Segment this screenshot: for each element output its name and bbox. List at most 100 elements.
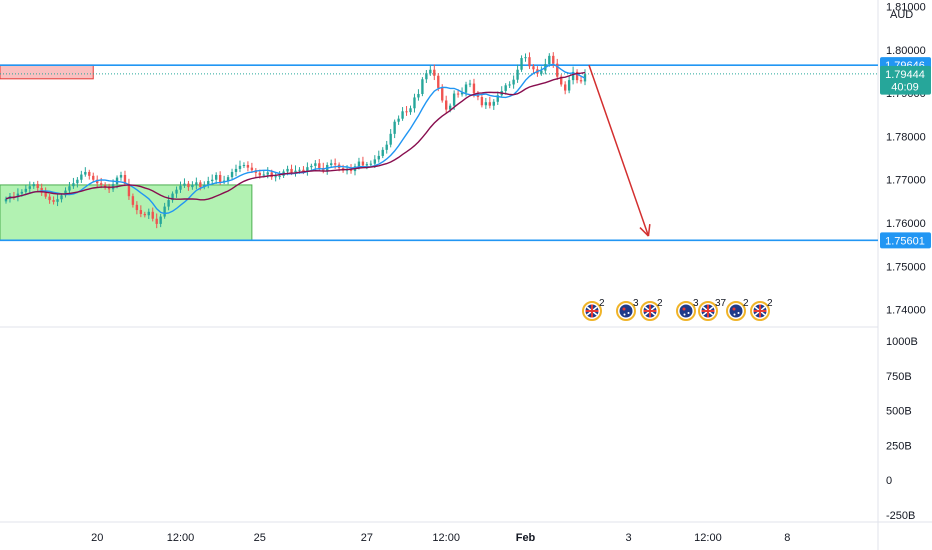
event-au-2[interactable]: 3 xyxy=(616,298,639,321)
event-count: 3 xyxy=(693,298,699,309)
candle-body xyxy=(139,210,143,214)
au-flag-icon xyxy=(619,304,633,318)
candle-body xyxy=(52,200,55,202)
candle-body xyxy=(131,196,135,205)
support-level-badge-text: 1.75601 xyxy=(885,235,925,247)
event-count: 37 xyxy=(715,298,727,309)
time-axis[interactable]: 20 12:00 25 27 12:00 Feb 3 12:00 8 xyxy=(91,532,790,544)
candle-body xyxy=(171,193,174,201)
arrow-head-2 xyxy=(639,227,649,237)
candle-body xyxy=(234,168,238,172)
candle-body xyxy=(365,164,369,166)
candle-body xyxy=(262,174,265,176)
candle-body xyxy=(20,191,24,194)
candle-body xyxy=(512,79,515,85)
candle-body xyxy=(32,184,35,187)
au-flag-union xyxy=(622,307,626,311)
volume-tick-label: 0 xyxy=(886,475,892,487)
candle-body xyxy=(290,168,293,173)
candle-body xyxy=(4,198,8,202)
candle-body xyxy=(456,93,460,95)
candle-body xyxy=(266,172,269,175)
event-uk-1[interactable]: 2 xyxy=(582,298,605,321)
event-uk-7[interactable]: 2 xyxy=(750,298,773,321)
event-uk-3[interactable]: 2 xyxy=(640,298,663,321)
candle-body xyxy=(278,175,281,177)
economic-events[interactable]: 2 3 2 3 37 2 2 xyxy=(582,298,773,321)
candle-body xyxy=(567,80,571,91)
price-axis[interactable]: 1.810001.800001.790001.780001.770001.760… xyxy=(886,1,926,522)
candle-body xyxy=(556,63,559,77)
candle-body xyxy=(425,73,428,80)
candle-body xyxy=(349,169,353,172)
volume-tick-label: 500B xyxy=(886,406,912,418)
candle-body xyxy=(143,213,146,216)
candle-body xyxy=(72,183,75,187)
candle-body xyxy=(270,172,273,178)
candle-body xyxy=(492,101,495,106)
candle-body xyxy=(238,165,242,169)
candle-body xyxy=(540,70,543,74)
candle-body xyxy=(250,167,254,171)
candle-body xyxy=(175,189,178,194)
candle-body xyxy=(286,168,289,172)
candle-body xyxy=(16,193,20,198)
event-count: 2 xyxy=(599,298,605,309)
event-au-4[interactable]: 3 xyxy=(676,298,699,321)
au-flag-star xyxy=(687,312,690,314)
candle-body xyxy=(330,163,333,166)
candle-body xyxy=(230,171,234,178)
au-flag-icon xyxy=(679,304,693,318)
candle-body xyxy=(107,187,111,190)
candle-body xyxy=(464,84,468,93)
candle-body xyxy=(36,184,39,188)
candles xyxy=(4,52,587,229)
candle-body xyxy=(242,165,246,167)
candle-body xyxy=(155,218,158,224)
time-tick-label: 12:00 xyxy=(167,532,195,544)
moving-averages xyxy=(5,63,586,215)
countdown-badge: 40:09 xyxy=(880,78,931,95)
au-flag-star xyxy=(733,313,736,316)
candle-body xyxy=(214,174,218,180)
levels xyxy=(0,64,878,242)
event-au-6[interactable]: 2 xyxy=(726,298,749,321)
candle-body xyxy=(575,71,579,81)
price-tick-label: 1.80000 xyxy=(886,45,926,57)
event-uk-5[interactable]: 37 xyxy=(698,298,727,321)
candle-body xyxy=(552,55,555,64)
candle-body xyxy=(480,97,484,106)
candle-body xyxy=(159,216,162,224)
candle-body xyxy=(258,172,261,176)
candle-body xyxy=(468,83,472,85)
candle-body xyxy=(488,102,492,106)
candle-body xyxy=(357,161,361,167)
candle-body xyxy=(448,105,452,110)
candle-body xyxy=(579,80,583,82)
candle-body xyxy=(409,108,412,113)
candle-body xyxy=(484,102,488,106)
candle-body xyxy=(445,100,448,110)
candle-body xyxy=(381,149,384,156)
current-price-badge-bg xyxy=(880,65,931,82)
candle-body xyxy=(385,144,388,150)
candle-body xyxy=(294,170,297,173)
candle-body xyxy=(135,204,139,211)
price-tick-label: 1.77000 xyxy=(886,175,926,187)
candle-body xyxy=(207,181,210,185)
arrow-shaft xyxy=(588,64,650,237)
volume-tick-label: 250B xyxy=(886,440,912,452)
au-flag-union xyxy=(682,307,686,311)
candle-body xyxy=(123,174,127,185)
candle-body xyxy=(524,57,527,59)
candle-body xyxy=(199,182,202,188)
price-tick-label: 1.78000 xyxy=(886,131,926,143)
candle-body xyxy=(452,93,456,106)
candle-body xyxy=(397,118,400,122)
candle-body xyxy=(191,184,194,188)
support-level-badge-bg xyxy=(880,232,931,249)
candle-body xyxy=(377,155,380,160)
